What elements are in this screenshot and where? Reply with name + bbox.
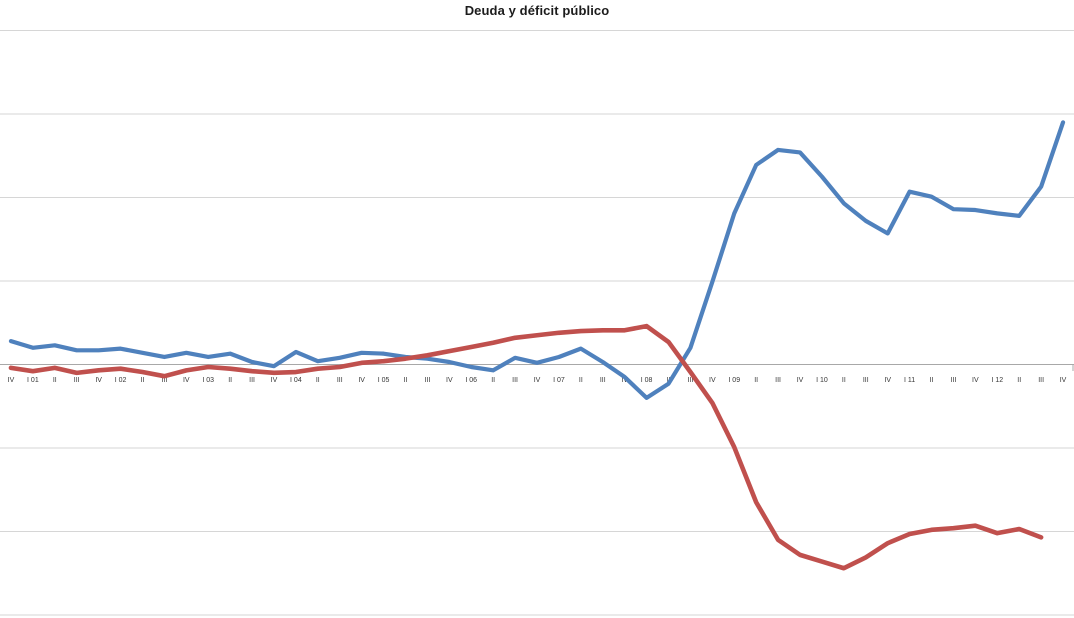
x-tick-label: III [249,377,255,384]
x-tick-label: IV [8,377,15,384]
x-tick-label: I 11 [904,377,915,384]
x-tick-label: I 05 [378,377,390,384]
x-tick-label: III [424,377,430,384]
line-series-deficit-rojo [8,323,1044,571]
x-tick-label: II [930,377,934,384]
x-tick-label: I 07 [553,377,565,384]
x-tick-label: III [951,377,957,384]
x-tick-label: I 08 [641,377,653,384]
x-tick-label: II [228,377,232,384]
x-tick-label: I 01 [27,377,39,384]
x-tick-label: III [775,377,781,384]
x-tick-label: II [316,377,320,384]
x-tick-label: II [579,377,583,384]
x-tick-label: IV [446,377,453,384]
x-tick-label: I 03 [202,377,214,384]
line-series-deuda-azul [8,120,1066,400]
x-tick-label: IV [534,377,541,384]
x-tick-label: IV [271,377,278,384]
x-tick-label: III [74,377,80,384]
x-tick-label: I 09 [728,377,740,384]
x-tick-label: II [141,377,145,384]
x-tick-label: I 10 [816,377,828,384]
x-tick-label: II [404,377,408,384]
x-tick-label: IV [797,377,804,384]
x-axis-labels: IV I 01 II III IV I 02 II III IV I 03 II III IV I 04 I… [8,377,1067,384]
x-tick-label: I 04 [290,377,302,384]
x-tick-label: II [754,377,758,384]
x-tick-label: III [600,377,606,384]
x-tick-label: IV [884,377,891,384]
x-tick-label: III [863,377,869,384]
x-tick-label: III [512,377,518,384]
chart-title: Deuda y déficit público [464,3,610,18]
x-tick-label: II [491,377,495,384]
x-tick-label: IV [95,377,102,384]
x-tick-label: III [688,377,694,384]
x-tick-label: II [1017,377,1021,384]
x-tick-label: I 02 [115,377,127,384]
x-tick-label: III [1038,377,1044,384]
gridlines [0,30,1074,616]
series-group [8,120,1066,571]
x-tick-label: II [53,377,57,384]
x-tick-label: IV [183,377,190,384]
x-tick-label: IV [972,377,979,384]
x-tick-label: III [337,377,343,384]
x-tick-label: IV [621,377,628,384]
x-tick-label: IV [1060,377,1067,384]
x-tick-label: III [161,377,167,384]
x-tick-label: I 12 [991,377,1003,384]
x-tick-label: IV [358,377,365,384]
x-tick-label: IV [709,377,716,384]
x-tick-label: II [842,377,846,384]
x-tick-label: I 06 [465,377,477,384]
